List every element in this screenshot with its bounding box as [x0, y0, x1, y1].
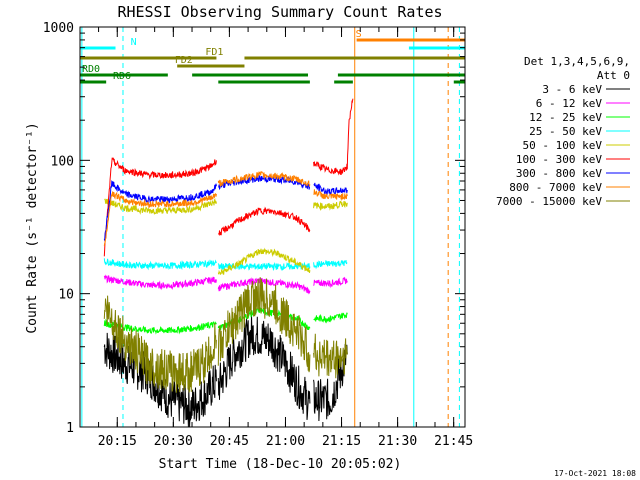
series-4-segment-1: [217, 247, 311, 276]
flag-label-rd0: RD0: [82, 64, 100, 75]
legend-label-3: 25 - 50 keV: [529, 125, 602, 138]
flag-label-fd1: FD1: [205, 47, 223, 58]
x-tick-label: 20:15: [98, 434, 137, 449]
y-tick-label: 100: [51, 154, 74, 169]
series-1-segment-0: [103, 274, 217, 291]
footer-timestamp: 17-Oct-2021 18:08: [554, 469, 636, 478]
series-3-segment-0: [103, 258, 217, 271]
legend-label-2: 12 - 25 keV: [529, 111, 602, 124]
plot-area: N S FD1 FD2 RD0 RD6: [80, 27, 465, 427]
series-7-segment-0: [103, 191, 217, 246]
legend-label-0: 3 - 6 keV: [542, 83, 602, 96]
series-4-segment-2: [313, 200, 348, 211]
flag-label-fd2: FD2: [175, 55, 193, 66]
x-tick-label: 21:30: [378, 434, 417, 449]
series-8-segment-0: [103, 295, 217, 393]
series-3-segment-2: [313, 259, 348, 270]
series-5-segment-1: [217, 206, 311, 237]
series-4-segment-0: [104, 197, 217, 216]
series-2-segment-2: [313, 312, 348, 324]
legend-header-line: Att 0: [597, 69, 630, 82]
flag-label-rd6: RD6: [113, 71, 131, 82]
x-tick-label: 20:30: [154, 434, 193, 449]
legend-label-5: 100 - 300 keV: [516, 153, 602, 166]
series-5-segment-2: [313, 98, 354, 176]
legend-label-4: 50 - 100 keV: [523, 139, 603, 152]
series-8-segment-1: [217, 277, 311, 373]
x-tick-label: 21:15: [322, 434, 361, 449]
legend-header-line: Det 1,3,4,5,6,9,: [524, 55, 630, 68]
series-6-segment-0: [103, 180, 217, 241]
y-tick-label: 1: [66, 421, 74, 436]
series-0-segment-2: [313, 344, 348, 422]
legend-label-7: 800 - 7000 keV: [509, 181, 602, 194]
flag-label-n: N: [131, 37, 137, 48]
series-8-segment-2: [313, 333, 348, 379]
series-0-segment-0: [103, 332, 217, 427]
y-tick-label: 10: [58, 288, 74, 303]
x-tick-label: 21:45: [434, 434, 473, 449]
legend-label-1: 6 - 12 keV: [536, 97, 603, 110]
series-7-segment-2: [313, 189, 348, 201]
series-1-segment-1: [217, 277, 311, 295]
legend-label-6: 300 - 800 keV: [516, 167, 602, 180]
series-0-segment-1: [217, 315, 311, 420]
legend-label-8: 7000 - 15000 keV: [496, 195, 602, 208]
flag-label-s: S: [356, 29, 362, 40]
series-1-segment-2: [313, 276, 348, 289]
chart-title: RHESSI Observing Summary Count Rates: [117, 3, 442, 21]
x-tick-label: 21:00: [266, 434, 305, 449]
series-5-segment-0: [103, 157, 217, 257]
series-7-segment-1: [217, 170, 311, 188]
y-tick-label: 1000: [43, 21, 74, 36]
axes: 1 10 100 1000 20:15 20:30 20:45 21:00 21:15 21:30…: [43, 21, 474, 449]
x-tick-label: 20:45: [210, 434, 249, 449]
x-axis-label: Start Time (18-Dec-10 20:05:02): [159, 457, 402, 472]
y-axis-label: Count Rate (s⁻¹ detector⁻¹): [25, 122, 40, 333]
plot-frame: [79, 26, 466, 428]
